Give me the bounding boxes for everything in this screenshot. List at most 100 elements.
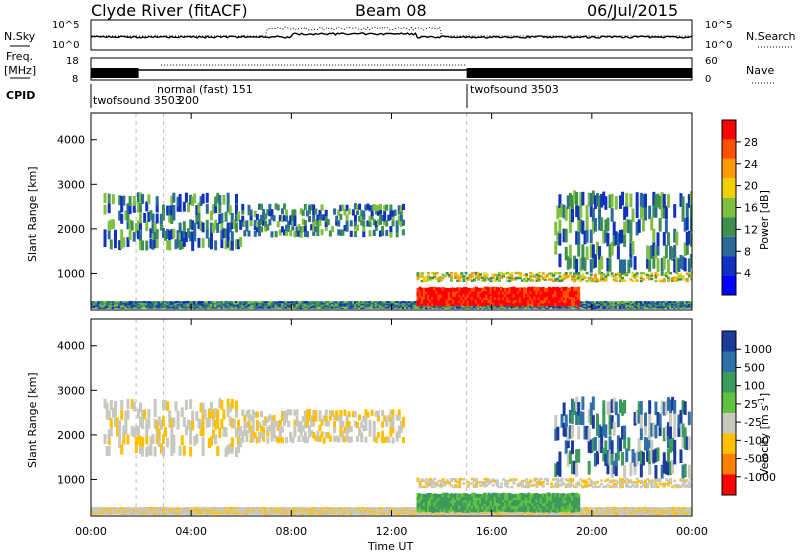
echo-cell [93, 304, 97, 307]
echo-cell [533, 290, 537, 295]
echo-cell [228, 300, 232, 304]
echo-cell [339, 507, 343, 510]
echo-cell [485, 512, 489, 515]
echo-cell [274, 507, 278, 510]
echo-cell [610, 272, 614, 275]
echo-cell [161, 508, 165, 511]
echo-cell [383, 301, 387, 304]
echo-cell [616, 511, 620, 514]
echo-cell [337, 512, 341, 516]
echo-cell [103, 306, 107, 309]
echo-cell [141, 509, 145, 512]
echo-cell [650, 507, 654, 510]
echo-cell [600, 512, 604, 515]
echo-cell [314, 507, 318, 510]
echo-cell [579, 305, 583, 308]
echo-cell [168, 512, 172, 515]
echo-cell [274, 305, 278, 308]
echo-cell [282, 512, 286, 516]
echo-cell [153, 302, 157, 305]
echo-cell [280, 508, 284, 511]
echo-cell [464, 286, 468, 291]
echo-cell [452, 302, 456, 306]
echo-cell [180, 303, 184, 306]
echo-cell [312, 301, 316, 304]
nsearch-tick-low: 10^0 [705, 40, 732, 51]
echo-cell [422, 512, 426, 515]
echo-cell [591, 305, 595, 308]
echo-cell [282, 511, 286, 514]
echo-cell [151, 229, 155, 240]
echo-cell [168, 212, 172, 223]
echo-cell [581, 511, 585, 514]
echo-cell [308, 302, 312, 305]
echo-cell [583, 305, 587, 308]
echo-cell [347, 511, 351, 514]
echo-cell [189, 194, 193, 205]
echo-cell [472, 512, 476, 515]
echo-cell [660, 279, 664, 283]
echo-cell [318, 303, 322, 306]
echo-cell [393, 507, 397, 510]
echo-cell [255, 303, 259, 306]
echo-cell [128, 510, 132, 513]
echo-cell [314, 208, 318, 215]
echo-cell [591, 301, 595, 304]
echo-cell [91, 302, 94, 305]
echo-cell [518, 299, 522, 304]
echo-cell [506, 271, 510, 275]
echo-cell [464, 305, 468, 308]
echo-cell [249, 303, 253, 306]
echo-cell [418, 511, 422, 514]
echo-cell [445, 511, 449, 514]
echo-cell [660, 300, 664, 304]
echo-cell [282, 304, 286, 307]
echo-cell [554, 221, 558, 236]
echo-cell [662, 273, 666, 277]
echo-cell [399, 208, 403, 215]
echo-cell [531, 298, 535, 303]
echo-cell [130, 305, 134, 308]
echo-cell [333, 509, 337, 512]
echo-cell [122, 434, 126, 445]
echo-cell [230, 306, 234, 309]
echo-cell [437, 512, 441, 515]
echo-cell [205, 192, 209, 203]
echo-cell [566, 290, 570, 295]
echo-cell [214, 304, 218, 307]
echo-cell [276, 204, 280, 211]
echo-cell [516, 302, 520, 307]
echo-cell [458, 512, 462, 515]
echo-cell [295, 303, 299, 306]
echo-cell [404, 302, 408, 305]
echo-cell [389, 225, 393, 233]
echo-cell [493, 298, 497, 303]
echo-cell [635, 301, 639, 304]
echo-cell [652, 507, 656, 510]
echo-cell [111, 306, 115, 310]
echo-cell [297, 302, 301, 305]
echo-cell [218, 301, 222, 304]
echo-cell [93, 305, 97, 308]
echo-cell [656, 510, 660, 513]
echo-cell [629, 507, 633, 510]
echo-cell [552, 305, 556, 308]
echo-cell [646, 273, 650, 277]
echo-cell [541, 299, 545, 304]
echo-cell [537, 299, 541, 304]
echo-cell [174, 306, 178, 309]
echo-cell [126, 306, 130, 309]
echo-cell [282, 215, 286, 222]
echo-cell [689, 205, 692, 219]
echo-cell [111, 219, 115, 230]
echo-cell [646, 512, 650, 515]
echo-cell [608, 258, 612, 272]
echo-cell [341, 304, 345, 307]
echo-cell [328, 305, 332, 308]
echo-cell [510, 302, 514, 307]
echo-cell [212, 302, 216, 305]
echo-cell [322, 511, 326, 514]
echo-cell [548, 289, 552, 294]
echo-cell [262, 510, 266, 513]
echo-cell [652, 255, 656, 269]
